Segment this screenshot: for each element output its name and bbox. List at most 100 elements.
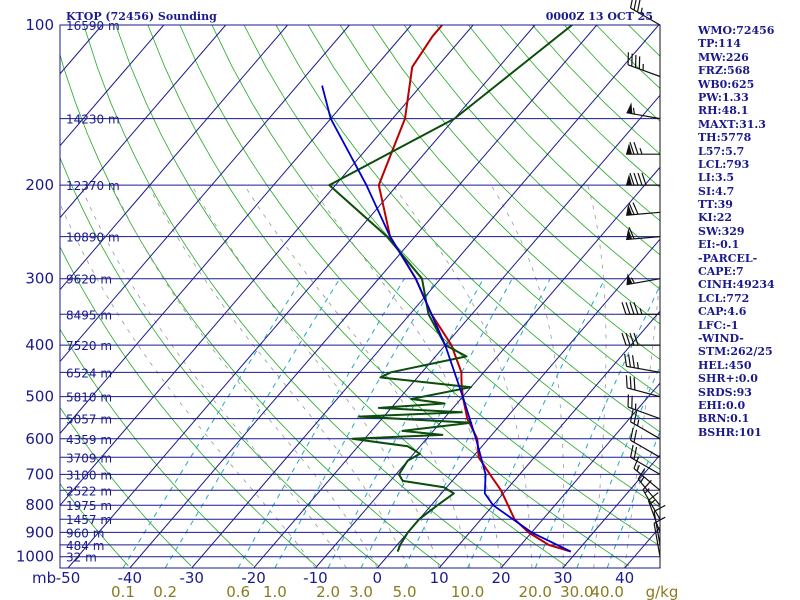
wind-barb-icon bbox=[633, 456, 661, 491]
mixing-ratio-line bbox=[327, 278, 484, 568]
moist-adiabat bbox=[624, 270, 660, 568]
index-item: SRDS:93 bbox=[698, 385, 752, 399]
wind-barb-flag bbox=[628, 354, 632, 368]
isotherm bbox=[500, 382, 660, 568]
mixing-ratio-label: 10.0 bbox=[451, 583, 484, 600]
isotherm bbox=[376, 238, 660, 568]
wind-barb-flag bbox=[633, 411, 638, 424]
index-item: TP:114 bbox=[698, 37, 742, 51]
wind-barb-icon bbox=[642, 479, 661, 520]
dry-adiabat bbox=[83, 25, 504, 567]
wind-barb-flag bbox=[633, 302, 639, 315]
wind-barb-flag bbox=[629, 142, 635, 155]
height-label: 6524 m bbox=[66, 366, 112, 380]
mixing-ratio-line bbox=[404, 278, 551, 568]
pressure-axis-label: mb bbox=[32, 569, 56, 587]
index-item: RH:48.1 bbox=[698, 104, 749, 118]
wind-barb-staff bbox=[647, 500, 661, 533]
index-item: PW:1.33 bbox=[698, 90, 749, 104]
mixing-ratio-line bbox=[122, 278, 303, 568]
isotherm bbox=[129, 25, 598, 568]
temperature-tick-label: 40 bbox=[615, 569, 634, 587]
wind-barb-flag bbox=[625, 332, 631, 346]
height-label: 7520 m bbox=[66, 339, 112, 353]
wind-barb-staff bbox=[626, 278, 661, 286]
mixing-ratio-line bbox=[606, 430, 660, 568]
pressure-tick-label: 200 bbox=[25, 176, 54, 194]
index-item: FRZ:568 bbox=[698, 64, 751, 78]
moist-adiabat bbox=[147, 184, 409, 568]
dry-adiabat bbox=[60, 483, 129, 567]
wind-barb-staff bbox=[626, 112, 661, 120]
dry-adiabat bbox=[435, 25, 660, 256]
wind-barb-flag bbox=[633, 332, 639, 346]
wind-barb-flag bbox=[633, 142, 639, 155]
wind-barb-flag bbox=[627, 52, 629, 65]
wind-barb-half-flag bbox=[649, 499, 656, 505]
temperature-tick-label: 0 bbox=[373, 569, 383, 587]
wind-barb-half-flag bbox=[636, 362, 639, 369]
wind-barb-half-flag bbox=[639, 148, 643, 155]
isotherm bbox=[438, 310, 660, 568]
chart-series bbox=[321, 25, 573, 553]
wind-barb-icon bbox=[626, 273, 661, 286]
wind-barb-flag bbox=[629, 172, 635, 186]
isotherm bbox=[60, 25, 350, 363]
height-label: 1975 m bbox=[66, 499, 112, 513]
mixing-ratio-label: 0.1 bbox=[111, 583, 135, 600]
dry-adiabat bbox=[115, 25, 567, 567]
wind-barb-pennant bbox=[626, 204, 633, 216]
mixing-ratio-label: 2.0 bbox=[316, 583, 340, 600]
wind-barb-icon bbox=[626, 202, 661, 216]
wind-barb-pennant bbox=[626, 143, 632, 155]
mixing-ratio-label: 30.0 bbox=[560, 583, 593, 600]
moist-adiabat bbox=[191, 184, 440, 568]
height-label: 484 m bbox=[66, 539, 104, 553]
pressure-tick-label: 900 bbox=[25, 523, 54, 541]
temperature-tick-label: 20 bbox=[491, 569, 510, 587]
height-label: 14230 m bbox=[66, 113, 120, 127]
wind-barb-flag bbox=[631, 355, 635, 368]
isotherm bbox=[60, 25, 412, 435]
wind-barb-staff bbox=[627, 64, 661, 78]
wind-barb-icon bbox=[624, 353, 661, 373]
mixing-ratio-label: 40.0 bbox=[590, 583, 623, 600]
index-item: BRN:0.1 bbox=[698, 412, 750, 426]
height-label: 10890 m bbox=[66, 231, 120, 245]
index-item: CINH:49234 bbox=[698, 278, 775, 292]
index-item: -PARCEL- bbox=[698, 251, 758, 265]
wind-barb-flag bbox=[642, 479, 652, 491]
wind-barb-flag bbox=[629, 0, 634, 9]
wind-barb-flag bbox=[633, 429, 638, 443]
wind-barb-flag bbox=[629, 376, 632, 389]
height-label: 9620 m bbox=[66, 273, 112, 287]
wind-barb-icon bbox=[621, 332, 660, 346]
pressure-tick-label: 300 bbox=[25, 270, 54, 288]
temperature-tick-label: -40 bbox=[118, 569, 143, 587]
wind-barb-flag bbox=[629, 427, 634, 441]
chart-grid bbox=[60, 25, 660, 568]
wind-barb-icon bbox=[627, 394, 661, 420]
dry-adiabat bbox=[179, 25, 660, 547]
wind-barb-staff bbox=[653, 523, 661, 557]
height-label: 960 m bbox=[66, 526, 104, 540]
wind-barb-icon bbox=[637, 468, 661, 506]
wind-barb-staff bbox=[630, 7, 661, 26]
wind-barb-staff bbox=[630, 421, 661, 440]
mixing-ratio-label: 0.6 bbox=[226, 583, 250, 600]
wind-barb-half-flag bbox=[644, 488, 650, 494]
height-label: 8495 m bbox=[66, 308, 112, 322]
mixing-ratio-line bbox=[274, 278, 438, 568]
dry-adiabat bbox=[60, 245, 317, 567]
wind-barb-staff bbox=[630, 456, 661, 475]
wind-barb-staff bbox=[637, 478, 661, 506]
wind-barb-icon bbox=[647, 492, 661, 533]
index-item: TT:39 bbox=[698, 198, 733, 212]
pressure-tick-label: 700 bbox=[25, 465, 54, 483]
index-item: -WIND- bbox=[698, 331, 744, 345]
isotherm bbox=[562, 454, 660, 568]
wind-barb-column bbox=[621, 0, 666, 568]
wind-barb-flag bbox=[629, 444, 634, 458]
index-item: CAP:4.6 bbox=[698, 305, 747, 319]
